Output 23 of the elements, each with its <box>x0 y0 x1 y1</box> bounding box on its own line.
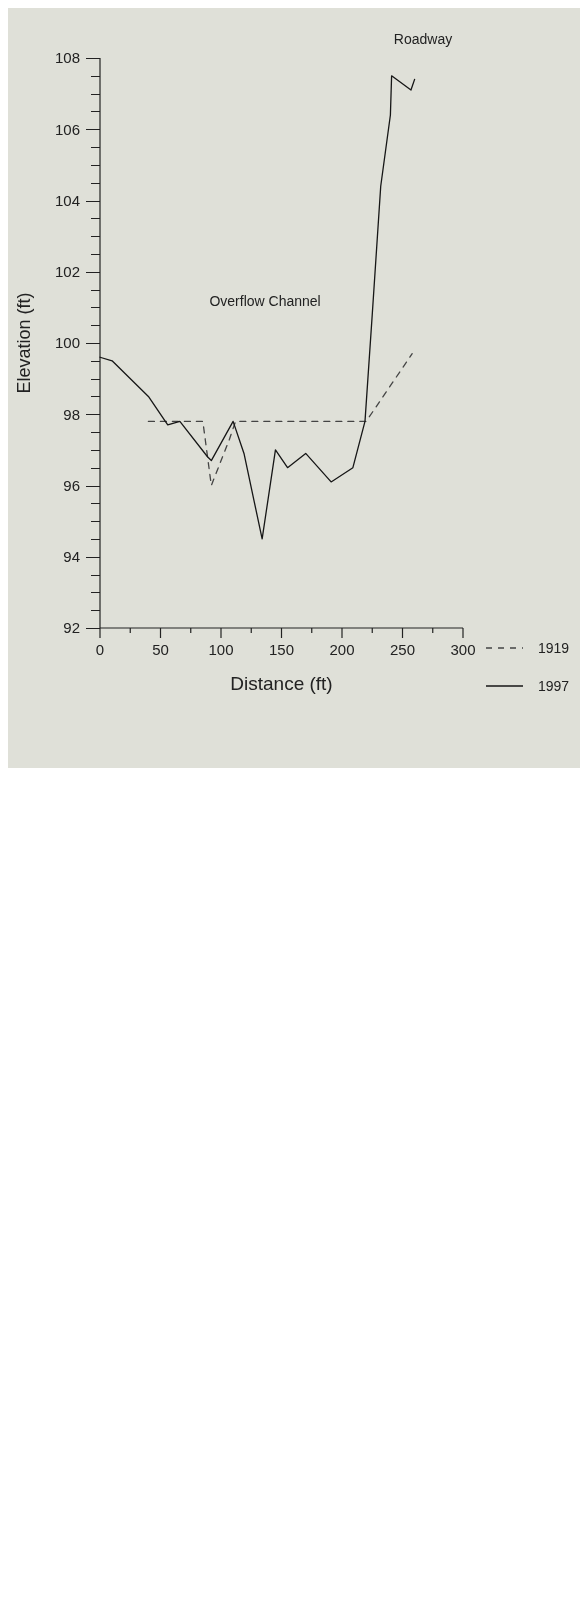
x-tick-label: 300 <box>450 640 476 658</box>
y-tick-label: 94 <box>63 548 80 565</box>
x-axis-title: Distance (ft) <box>230 673 333 694</box>
y-tick-label: 106 <box>54 120 80 138</box>
line-series <box>147 353 413 487</box>
y-tick-label: 96 <box>63 476 80 494</box>
x-tick-label: 100 <box>208 640 234 658</box>
x-tick-label: 250 <box>389 640 416 658</box>
x-tick-label: 200 <box>329 640 355 658</box>
y-tick-label: 100 <box>54 334 80 352</box>
y-tick-label: 108 <box>54 49 80 67</box>
x-tick-label: 150 <box>268 640 295 658</box>
text: Roadway <box>393 31 453 47</box>
y-tick-label: 92 <box>63 619 80 637</box>
x-tick-label: 0 <box>95 640 105 658</box>
annotation: Overflow Channel <box>209 293 321 310</box>
x-tick-label: 50 <box>152 640 169 658</box>
y-axis-title: Elevation (ft) <box>14 292 34 394</box>
y-tick-label: 102 <box>54 263 80 280</box>
y-tick-label: 98 <box>63 405 80 423</box>
legend-label: 1997 <box>538 677 570 694</box>
legend-label: 1919 <box>538 639 570 656</box>
y-tick-label: 104 <box>54 191 80 209</box>
